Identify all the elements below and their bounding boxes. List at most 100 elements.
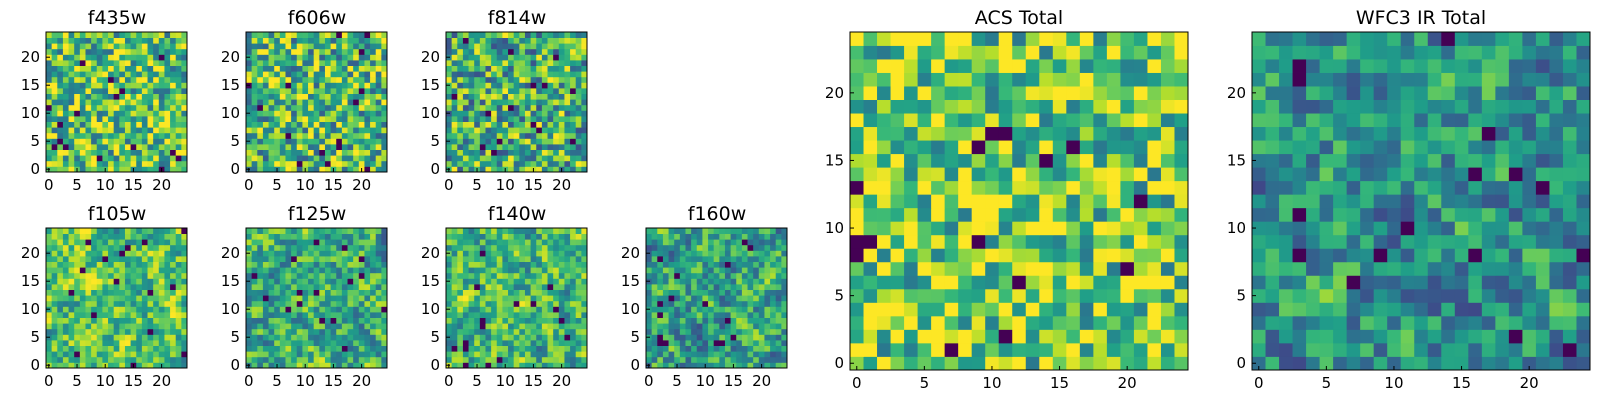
heat-cell <box>324 82 331 89</box>
heat-cell <box>246 300 253 307</box>
x-tick-label: 0 <box>444 176 454 194</box>
heat-cell <box>691 295 698 302</box>
heat-cell <box>347 289 354 296</box>
heat-cell <box>730 272 737 279</box>
heat-cell <box>336 284 343 290</box>
heat-cell <box>108 228 115 234</box>
heat-cell <box>679 312 686 318</box>
heat-cell <box>985 342 1000 357</box>
heat-cell <box>462 244 469 251</box>
heat-cell <box>553 76 560 83</box>
heat-cell <box>581 312 588 318</box>
heat-cell <box>291 228 298 234</box>
heat-cell <box>1039 153 1054 168</box>
heat-cell <box>524 340 531 346</box>
heat-cell <box>696 334 703 341</box>
heat-cell <box>364 284 371 290</box>
heat-cell <box>536 155 543 162</box>
heat-cell <box>313 132 320 139</box>
heat-cell <box>536 60 543 66</box>
heat-cell <box>141 328 148 335</box>
heat-cell <box>353 65 360 72</box>
heat-cell <box>462 110 469 117</box>
heat-cell <box>251 76 258 83</box>
heat-cell <box>457 300 464 307</box>
heat-cell <box>462 317 469 324</box>
heat-cell <box>564 93 571 100</box>
heat-cell <box>141 295 148 302</box>
heat-cell <box>130 300 137 307</box>
heat-cell <box>358 144 365 150</box>
heat-cell <box>524 362 531 369</box>
heat-cell <box>381 267 388 274</box>
heat-cell <box>547 323 554 330</box>
heat-cell <box>747 306 754 313</box>
heat-cell <box>1039 342 1054 357</box>
heat-cell <box>291 244 298 251</box>
heat-cell <box>153 284 160 290</box>
heat-cell <box>491 32 498 38</box>
heat-cell <box>296 166 303 173</box>
x-tick-label: 10 <box>96 176 115 194</box>
heat-cell <box>308 233 315 240</box>
heat-cell <box>268 300 275 307</box>
heat-cell <box>668 295 675 302</box>
heat-cell <box>581 65 588 72</box>
heat-cell <box>770 295 777 302</box>
heat-cell <box>524 239 531 246</box>
heat-cell <box>547 256 554 262</box>
heat-cell <box>496 356 503 363</box>
heat-cell <box>1147 167 1162 182</box>
heat-cell <box>657 256 664 262</box>
heat-cell <box>313 306 320 313</box>
heat-cell <box>1025 302 1040 317</box>
heat-cell <box>890 329 905 344</box>
heat-cell <box>96 48 103 55</box>
heat-cell <box>519 82 526 89</box>
heat-cell <box>358 306 365 313</box>
heat-cell <box>753 345 760 352</box>
heat-cell <box>747 328 754 335</box>
heat-cell <box>457 312 464 318</box>
heat-cell <box>68 93 75 100</box>
heat-cell <box>457 99 464 106</box>
heat-cell <box>62 233 69 240</box>
heat-cell <box>508 37 515 44</box>
heat-cell <box>657 300 664 307</box>
heat-cell <box>370 37 377 44</box>
heat-cell <box>581 82 588 89</box>
x-tick-label: 15 <box>124 176 143 194</box>
heat-cell <box>685 244 692 251</box>
heat-cell <box>175 244 182 251</box>
heat-cell <box>257 110 264 117</box>
heat-cell <box>164 138 171 145</box>
heat-cell <box>474 328 481 335</box>
heat-cell <box>370 362 377 369</box>
heat-cell <box>91 328 98 335</box>
heat-cell <box>68 121 75 128</box>
heat-cell <box>1039 207 1054 222</box>
heat-cell <box>370 295 377 302</box>
heat-cell <box>863 207 878 222</box>
heat-cell <box>890 126 905 141</box>
heat-cell <box>674 306 681 313</box>
heat-cell <box>51 228 58 234</box>
heat-cell <box>308 306 315 313</box>
heat-cell <box>679 256 686 262</box>
heat-cell <box>491 82 498 89</box>
heat-cell <box>164 166 171 173</box>
heat-cell <box>296 306 303 313</box>
heat-cell <box>541 104 548 111</box>
heat-cell <box>724 345 731 352</box>
heat-cell <box>1106 153 1121 168</box>
heat-cell <box>119 278 126 285</box>
heat-cell <box>564 323 571 330</box>
heat-cell <box>502 43 509 50</box>
heat-cell <box>508 267 515 274</box>
heat-cell <box>296 54 303 61</box>
heat-cell <box>74 127 81 134</box>
heat-cell <box>575 65 582 72</box>
heat-cell <box>170 116 177 122</box>
heat-cell <box>313 362 320 369</box>
heat-cell <box>708 272 715 279</box>
